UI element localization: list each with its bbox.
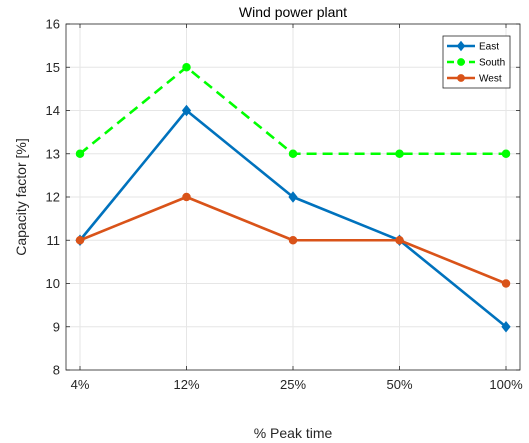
plot-frame	[65, 23, 521, 371]
chart-title: Wind power plant	[239, 4, 347, 20]
data-point-east	[181, 104, 192, 117]
y-axis-label: Capacity factor [%]	[13, 138, 29, 256]
legend-label-west: West	[479, 74, 502, 85]
legend-box	[442, 35, 511, 89]
x-tick-label: 50%	[386, 377, 412, 392]
y-tick-label: 13	[46, 146, 60, 161]
y-tick-label: 12	[46, 190, 60, 205]
y-tick-label: 16	[46, 17, 60, 32]
series-west	[75, 192, 511, 288]
y-tick-label: 9	[53, 319, 60, 334]
legend-label-south: South	[479, 58, 505, 69]
y-tick-label: 10	[46, 276, 60, 291]
legend-item-south: South	[447, 58, 505, 69]
legend-item-west: West	[447, 74, 502, 85]
legend-marker-west	[457, 74, 465, 82]
data-point-west	[182, 192, 191, 202]
data-point-east	[501, 320, 511, 333]
legend-marker-east	[456, 40, 466, 52]
data-point-south	[395, 149, 404, 158]
x-tick-label: 4%	[71, 377, 90, 392]
data-point-south	[288, 149, 298, 158]
x-tick-labels: 4% 12% 25% 50% 100%	[71, 377, 523, 392]
y-tick-labels: 8 9 10 11 12 13 14 15 16	[46, 17, 60, 378]
x-tick-label: 25%	[280, 377, 306, 392]
legend: East South West	[442, 35, 511, 89]
series-south	[75, 63, 511, 158]
data-point-east	[288, 191, 298, 203]
series-layer	[75, 63, 511, 333]
legend-label-east: East	[479, 42, 499, 53]
data-point-west	[395, 236, 404, 245]
data-point-south	[182, 63, 191, 72]
y-tick-label: 15	[46, 60, 60, 75]
x-tick-label: 12%	[173, 377, 199, 392]
data-point-west	[501, 279, 511, 288]
legend-item-east: East	[447, 40, 499, 53]
data-point-west	[288, 236, 298, 245]
x-axis-label: % Peak time	[254, 425, 333, 441]
legend-marker-south	[457, 58, 465, 66]
data-point-west	[75, 236, 85, 245]
y-tick-label: 11	[47, 233, 61, 248]
y-tick-label: 14	[46, 103, 60, 118]
y-tick-label: 8	[53, 363, 60, 378]
data-point-south	[501, 149, 511, 158]
data-point-south	[75, 149, 85, 158]
x-tick-label: 100%	[489, 377, 523, 392]
